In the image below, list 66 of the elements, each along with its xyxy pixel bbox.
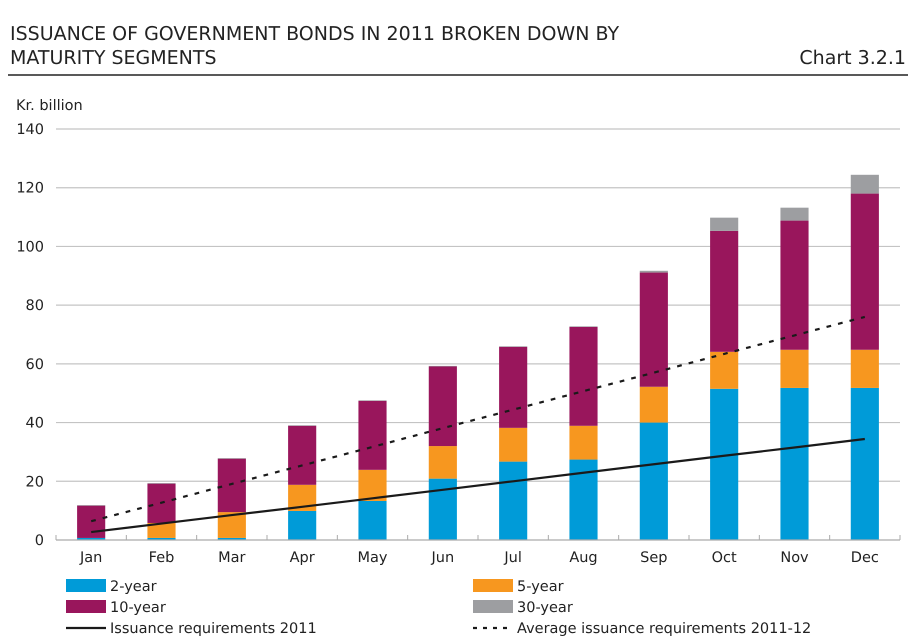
bar [710, 352, 738, 389]
x-tick-label: Feb [148, 550, 174, 566]
bar [569, 426, 598, 460]
bar [499, 346, 528, 428]
chart-title: ISSUANCE OF GOVERNMENT BONDS IN 2011 BROKEN DOWN BY MATURITY SEGMENTS [10, 23, 620, 69]
x-tick-label: Aug [569, 550, 598, 566]
bar [710, 230, 738, 352]
bar [780, 388, 809, 540]
line-series [90, 316, 866, 522]
bar [499, 462, 528, 540]
bar [710, 218, 738, 231]
bar [147, 522, 176, 538]
legend-label: 30-year [517, 600, 573, 616]
bar [710, 388, 738, 540]
bar [288, 510, 316, 540]
bar [288, 426, 316, 485]
bar [147, 484, 176, 523]
bar [428, 478, 457, 540]
y-tick-label: 120 [16, 180, 44, 197]
bar [569, 326, 598, 426]
y-tick-label: 100 [16, 239, 44, 256]
bar [850, 388, 879, 540]
bar [499, 428, 528, 462]
legend-label: Issuance requirements 2011 [110, 621, 317, 637]
bar [640, 272, 668, 387]
y-tick-label: 60 [26, 356, 44, 373]
bar [358, 470, 387, 501]
bar [850, 174, 879, 194]
bar [358, 400, 387, 470]
x-tick-label: Nov [780, 550, 810, 566]
y-axis-title: Kr. billion [16, 98, 83, 114]
x-tick-label: Sep [640, 550, 668, 566]
bar [569, 460, 598, 540]
bar [428, 446, 457, 479]
y-tick-label: 20 [26, 474, 44, 490]
x-tick-label: Mar [218, 550, 246, 566]
bar [218, 512, 246, 538]
bar [850, 194, 879, 350]
bar [640, 386, 668, 423]
x-tick-label: May [358, 550, 388, 566]
y-tick-label: 80 [26, 298, 44, 314]
x-tick-label: Jan [78, 550, 102, 566]
bar [850, 350, 879, 388]
bar [358, 500, 387, 540]
bar [77, 506, 106, 538]
x-tick-label: Jun [430, 550, 454, 566]
legend-label: 5-year [517, 579, 564, 595]
bar [218, 458, 246, 512]
x-tick-label: Oct [712, 550, 738, 566]
bar [640, 422, 668, 540]
x-tick-label: Apr [290, 550, 315, 566]
legend-label: Average issuance requirements 2011-12 [517, 621, 812, 637]
bar [428, 366, 457, 446]
x-tick-label: Dec [850, 550, 879, 566]
legend-label: 10-year [110, 600, 166, 616]
y-tick-label: 140 [16, 122, 44, 138]
caption: Chart 3.2.1 [799, 47, 906, 69]
bar [780, 220, 809, 350]
y-tick-label: 0 [34, 533, 44, 549]
legend-label: 2-year [110, 579, 157, 595]
x-tick-label: Jul [503, 550, 522, 566]
line-series [90, 438, 866, 534]
y-tick-label: 40 [26, 416, 44, 432]
bar [288, 484, 316, 511]
bar [780, 208, 809, 221]
bar [780, 350, 809, 388]
